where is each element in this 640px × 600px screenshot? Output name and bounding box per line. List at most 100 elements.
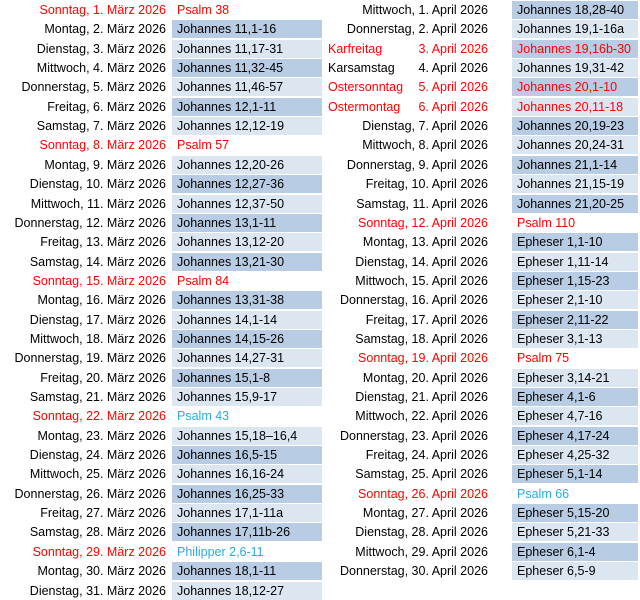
date: Sonntag, 19. April 2026 — [358, 351, 488, 366]
date: Sonntag, 15. März 2026 — [32, 273, 166, 288]
date: Dienstag, 10. März 2026 — [29, 177, 166, 192]
date: Dienstag, 21. April 2026 — [355, 390, 488, 404]
reading: Johannes 21,20-25 — [512, 194, 638, 213]
reading: Epheser 4,1-6 — [512, 388, 638, 406]
reading: Johannes 14,1-14 — [172, 310, 322, 329]
date: Freitag, 17. April 2026 — [365, 312, 488, 327]
date: 5. April 2026 — [418, 80, 489, 95]
date: Samstag, 7. März 2026 — [36, 119, 166, 134]
date: Sonntag, 1. März 2026 — [39, 3, 166, 17]
reading: Johannes 14,15-26 — [172, 329, 322, 348]
reading: Epheser 2,1-10 — [512, 291, 638, 310]
date: Dienstag, 17. März 2026 — [29, 312, 166, 327]
date: Mittwoch, 22. April 2026 — [355, 409, 488, 424]
reading: Epheser 1,1-10 — [512, 233, 638, 252]
holiday-label: Karfreitag — [328, 41, 383, 56]
date: Freitag, 10. April 2026 — [365, 177, 488, 192]
date: Sonntag, 8. März 2026 — [39, 138, 166, 153]
reading: Psalm 110 — [517, 215, 576, 230]
reading: Epheser 6,1-4 — [512, 542, 638, 561]
reading: Epheser 1,11-14 — [512, 252, 638, 271]
date: Samstag, 28. März 2026 — [29, 525, 166, 540]
date: Samstag, 14. März 2026 — [29, 254, 166, 269]
reading: Johannes 21,15-19 — [512, 175, 638, 194]
reading: Johannes 13,21-30 — [172, 252, 322, 271]
date: Samstag, 18. April 2026 — [355, 331, 488, 346]
reading: Johannes 15,1-8 — [172, 368, 322, 387]
date: Samstag, 25. April 2026 — [355, 467, 488, 482]
reading: Philipper 2,6-11 — [177, 544, 264, 559]
reading: Epheser 5,21-33 — [512, 523, 638, 542]
date: Mittwoch, 4. März 2026 — [36, 61, 166, 76]
date: Dienstag, 31. März 2026 — [29, 583, 166, 598]
reading: Johannes 15,18–16,4 — [172, 426, 322, 445]
date: Mittwoch, 25. März 2026 — [29, 467, 166, 482]
date: Montag, 9. März 2026 — [44, 157, 166, 172]
date: Sonntag, 29. März 2026 — [32, 544, 166, 559]
reading: Epheser 4,25-32 — [512, 446, 638, 465]
date: 3. April 2026 — [418, 41, 489, 56]
reading: Johannes 17,1-11a — [172, 504, 322, 523]
reading: Johannes 11,32-45 — [172, 59, 322, 78]
date: Sonntag, 26. April 2026 — [358, 486, 488, 501]
reading: Johannes 14,27-31 — [172, 349, 322, 368]
date: Donnerstag, 5. März 2026 — [21, 80, 166, 95]
reading: Johannes 13,1-11 — [172, 213, 322, 232]
date: Mittwoch, 1. April 2026 — [362, 3, 488, 17]
date: Freitag, 6. März 2026 — [47, 99, 166, 114]
reading: Epheser 1,15-23 — [512, 271, 638, 290]
date: Mittwoch, 29. April 2026 — [355, 544, 488, 559]
reading: Epheser 3,14-21 — [512, 368, 638, 387]
date: Dienstag, 14. April 2026 — [355, 254, 488, 269]
reading: Psalm 38 — [177, 3, 230, 17]
reading: Johannes 15,9-17 — [172, 388, 322, 406]
reading: Johannes 12,12-19 — [172, 117, 322, 136]
reading: Epheser 4,7-16 — [512, 407, 638, 426]
date: Donnerstag, 9. April 2026 — [346, 157, 488, 172]
date: Freitag, 27. März 2026 — [40, 506, 166, 521]
reading: Johannes 20,19-23 — [512, 117, 638, 136]
reading: Epheser 5,1-14 — [512, 465, 638, 484]
date: Mittwoch, 8. April 2026 — [362, 138, 488, 153]
reading: Johannes 11,17-31 — [172, 39, 322, 58]
date: Mittwoch, 18. März 2026 — [29, 331, 166, 346]
reading: Johannes 12,37-50 — [172, 194, 322, 213]
date: Sonntag, 22. März 2026 — [32, 409, 166, 424]
date: Montag, 20. April 2026 — [362, 370, 488, 385]
date: Sonntag, 12. April 2026 — [358, 215, 488, 230]
date: Freitag, 20. März 2026 — [40, 370, 166, 385]
date: Montag, 16. März 2026 — [37, 293, 166, 308]
date: Donnerstag, 16. April 2026 — [339, 293, 488, 308]
date: 4. April 2026 — [418, 61, 489, 76]
reading: Johannes 16,16-24 — [172, 465, 322, 484]
reading: Johannes 19,1-16a — [512, 20, 638, 39]
reading: Psalm 43 — [177, 409, 230, 424]
date: Samstag, 21. März 2026 — [29, 390, 166, 404]
reading: Johannes 13,12-20 — [172, 233, 322, 252]
reading: Johannes 20,24-31 — [512, 136, 638, 155]
reading: Johannes 16,25-33 — [172, 484, 322, 503]
date: Donnerstag, 2. April 2026 — [346, 22, 488, 37]
date: Montag, 13. April 2026 — [362, 235, 488, 250]
date: Mittwoch, 15. April 2026 — [355, 273, 488, 288]
reading: Epheser 2,11-22 — [512, 310, 638, 329]
reading: Johannes 11,1-16 — [172, 20, 322, 39]
holiday-label: Karsamstag — [328, 61, 395, 76]
date: Montag, 27. April 2026 — [362, 506, 488, 521]
reading: Epheser 5,15-20 — [512, 504, 638, 523]
reading: Psalm 66 — [517, 486, 570, 501]
reading: Johannes 11,46-57 — [172, 78, 322, 97]
reading: Psalm 84 — [177, 273, 230, 288]
reading: Johannes 17,11b-26 — [172, 523, 322, 542]
reading: Johannes 20,1-10 — [512, 78, 638, 97]
reading: Epheser 4,17-24 — [512, 426, 638, 445]
date: Freitag, 24. April 2026 — [365, 448, 488, 463]
date: Montag, 2. März 2026 — [44, 22, 166, 37]
holiday-label: Ostermontag — [328, 99, 401, 114]
date: Montag, 30. März 2026 — [37, 564, 166, 579]
date: Donnerstag, 26. März 2026 — [14, 486, 166, 501]
date: Donnerstag, 12. März 2026 — [14, 215, 166, 230]
date: Donnerstag, 23. April 2026 — [339, 428, 488, 443]
date: Dienstag, 3. März 2026 — [36, 41, 166, 56]
